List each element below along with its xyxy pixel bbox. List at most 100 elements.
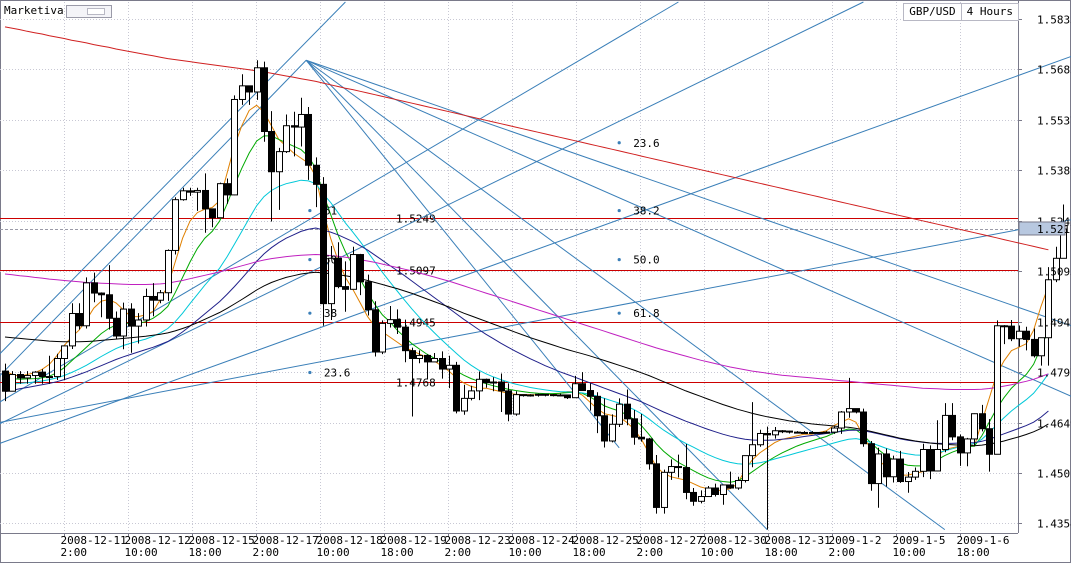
- y-tick-label: 1.5389: [1037, 165, 1071, 178]
- trendline[interactable]: [0, 27, 1071, 449]
- fib-marker: [617, 208, 621, 213]
- candle-body: [357, 254, 364, 283]
- candle-body: [934, 448, 941, 472]
- fib-marker: [617, 258, 621, 262]
- candle-body: [550, 394, 557, 397]
- candle-body: [157, 292, 164, 301]
- candle-body: [2, 370, 9, 392]
- candle-body: [964, 438, 971, 454]
- y-tick-label: 1.4945: [1037, 317, 1071, 330]
- x-tick-date: 2009-1-5: [893, 534, 946, 547]
- brand-toggle-button[interactable]: [66, 5, 112, 18]
- candle-body: [624, 403, 631, 420]
- candle-body: [668, 466, 675, 473]
- y-tick-label: 1.5685: [1037, 64, 1071, 77]
- candle-body: [890, 458, 897, 478]
- y-tick-label: 1.5833: [1037, 14, 1071, 27]
- y-tick-label: 1.4649: [1037, 418, 1071, 431]
- candle-body: [224, 183, 231, 196]
- candle-body: [520, 394, 527, 397]
- x-tick-time: 10:00: [125, 546, 158, 559]
- candle-body: [409, 350, 416, 359]
- x-tick-date: 2008-12-17: [253, 534, 319, 547]
- fib-label: 23.6: [324, 366, 351, 379]
- candle-body: [194, 189, 201, 193]
- candle-body: [638, 436, 645, 440]
- candle-body: [83, 282, 90, 327]
- candle-body: [9, 374, 16, 392]
- candle-body: [394, 319, 401, 328]
- candle-body: [1023, 330, 1030, 340]
- x-tick-time: 18:00: [765, 546, 798, 559]
- trendline[interactable]: [0, 1, 346, 371]
- moving-average-line: [4, 26, 1049, 251]
- candle-body: [616, 403, 623, 425]
- candle-body: [675, 466, 682, 469]
- candle-body: [283, 125, 290, 153]
- candle-body: [365, 281, 372, 311]
- trendline[interactable]: [0, 59, 307, 393]
- x-tick-date: 2008-12-24: [509, 534, 576, 547]
- trendline[interactable]: [0, 204, 1071, 425]
- candle-body: [853, 408, 860, 413]
- fib-marker: [308, 208, 312, 213]
- candle-body: [165, 249, 172, 294]
- y-axis: 1.58331.56851.55371.53891.52411.50931.49…: [1018, 14, 1071, 531]
- candle-body: [831, 427, 838, 433]
- candle-body: [143, 295, 150, 321]
- candle-body: [61, 345, 68, 359]
- candle-body: [32, 371, 39, 377]
- candle-body: [949, 414, 956, 438]
- trendline[interactable]: [305, 59, 620, 449]
- candle-body: [328, 257, 335, 305]
- candle-body: [535, 393, 542, 396]
- candle-body: [490, 381, 497, 384]
- symbol-label[interactable]: GBP/USD: [909, 5, 956, 18]
- x-tick-time: 10:00: [701, 546, 734, 559]
- candle-body: [350, 254, 357, 290]
- candle-body: [513, 394, 520, 415]
- candle-body: [712, 487, 719, 495]
- fib-marker: [617, 141, 621, 145]
- fib-label: 38: [324, 307, 337, 320]
- x-tick-time: 18:00: [957, 546, 990, 559]
- candle-body: [387, 319, 394, 324]
- candle-body: [254, 67, 261, 93]
- y-tick-label: 1.4797: [1037, 367, 1071, 380]
- candle-body: [920, 448, 927, 472]
- candle-body: [39, 371, 46, 378]
- x-tick-date: 2008-12-30: [701, 534, 767, 547]
- candle-body: [483, 378, 490, 384]
- candle-body: [698, 496, 705, 502]
- last-price-label: 1.5217: [1037, 223, 1071, 236]
- trendline[interactable]: [306, 59, 1071, 353]
- candle-body: [1016, 330, 1023, 340]
- candles: [2, 60, 1067, 530]
- trendline[interactable]: [305, 59, 1071, 431]
- candle-body: [461, 397, 468, 412]
- x-tick-time: 18:00: [381, 546, 414, 559]
- candle-body: [424, 354, 431, 363]
- trendline[interactable]: [305, 59, 946, 530]
- candle-body: [601, 415, 608, 442]
- x-tick-date: 2008-12-11: [61, 534, 127, 547]
- moving-average-line: [4, 271, 1049, 447]
- candle-body: [986, 428, 993, 455]
- x-tick-time: 2:00: [253, 546, 280, 559]
- candle-body: [927, 448, 934, 472]
- candle-body: [1045, 279, 1052, 339]
- trendline[interactable]: [0, 1, 864, 432]
- x-tick-time: 2:00: [829, 546, 856, 559]
- candle-body: [246, 85, 253, 93]
- candle-body: [794, 431, 801, 434]
- candle-body: [135, 319, 142, 327]
- timeframe-label[interactable]: 4 Hours: [960, 4, 1018, 20]
- candle-body: [113, 317, 120, 337]
- trendline[interactable]: [305, 59, 768, 530]
- trendlines[interactable]: [0, 1, 1071, 530]
- trendline[interactable]: [0, 1, 679, 412]
- candle-body: [587, 390, 594, 397]
